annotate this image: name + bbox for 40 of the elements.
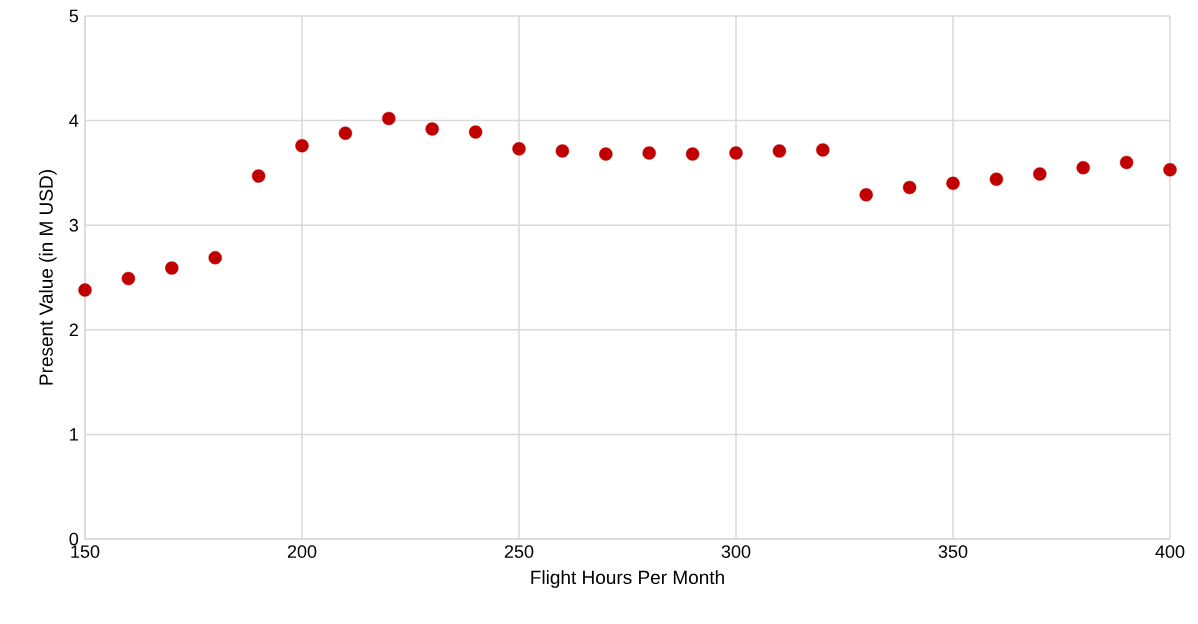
point (816, 143, 830, 157)
point (1076, 160, 1090, 175)
point (338, 126, 353, 140)
x-tick-label: 300 (721, 545, 751, 558)
y-tick-label: 3 (69, 218, 79, 232)
x-axis-title: Flight Hours Per Month (531, 570, 724, 588)
point (642, 146, 656, 160)
point (729, 146, 743, 160)
point (1033, 167, 1047, 181)
point (425, 122, 439, 136)
x-tick-label: 150 (71, 545, 100, 558)
point (902, 180, 917, 195)
y-tick-label: 1 (70, 428, 78, 441)
point (859, 188, 873, 202)
point (1119, 155, 1134, 170)
point (165, 261, 179, 275)
point (685, 147, 700, 161)
x-tick-label: 250 (504, 545, 534, 558)
x-tick-label: 200 (287, 545, 317, 558)
x-tick-label: 400 (1155, 545, 1185, 558)
point (78, 283, 92, 297)
y-tick-label: 2 (69, 323, 78, 337)
y-tick-label: 5 (69, 9, 79, 23)
point (772, 144, 787, 158)
point (468, 125, 483, 139)
point (1163, 163, 1177, 177)
y-tick-label: 4 (69, 114, 79, 127)
point (555, 144, 570, 158)
point (989, 172, 1004, 186)
point (121, 271, 136, 286)
point (251, 169, 266, 183)
point (512, 142, 526, 156)
point (382, 111, 396, 126)
point (946, 176, 960, 191)
point (295, 139, 309, 153)
point (599, 147, 613, 161)
point (208, 250, 222, 265)
y-axis-title: Present Value (in M USD) (38, 170, 57, 385)
x-tick-label: 350 (938, 545, 968, 558)
y-tick-label: 0 (69, 532, 79, 546)
